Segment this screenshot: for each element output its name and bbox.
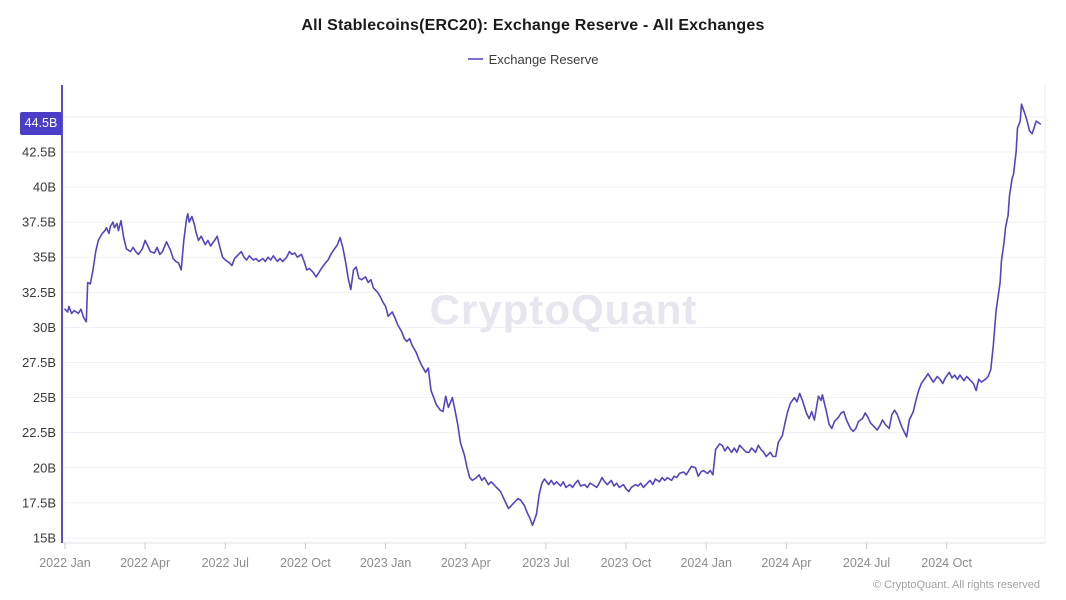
x-tick-label: 2024 Oct (921, 556, 972, 570)
x-tick-label: 2023 Apr (441, 556, 491, 570)
x-tick-label: 2024 Apr (761, 556, 811, 570)
y-tick-label: 15B (33, 530, 56, 545)
x-tick-label: 2022 Oct (280, 556, 331, 570)
legend-label: Exchange Reserve (488, 52, 599, 68)
y-tick-label: 20B (33, 460, 56, 475)
y-tick-label: 35B (33, 250, 56, 265)
x-tick-label: 2023 Jul (522, 556, 569, 570)
y-tick-label: 30B (33, 320, 56, 335)
y-tick-label: 32.5B (22, 285, 56, 300)
y-tick-label: 17.5B (22, 495, 56, 510)
y-tick-label: 22.5B (22, 425, 56, 440)
legend-line-icon (467, 57, 483, 60)
x-tick-label: 2024 Jan (680, 556, 731, 570)
legend-item-exchange-reserve[interactable]: Exchange Reserve (0, 51, 1066, 67)
y-tick-label: 37.5B (22, 215, 56, 230)
x-tick-label: 2023 Jan (360, 556, 411, 570)
chart-title: All Stablecoins(ERC20): Exchange Reserve… (301, 17, 765, 34)
x-tick-label: 2024 Jul (843, 556, 890, 570)
x-tick-label: 2023 Oct (601, 556, 652, 570)
series-line-exchange-reserve (64, 103, 1041, 527)
y-tick-label: 40B (33, 180, 56, 195)
x-tick-label: 2022 Jul (202, 556, 249, 570)
copyright-text: © CryptoQuant. All rights reserved (872, 579, 1040, 591)
x-tick-label: 2022 Jan (39, 556, 90, 570)
y-tick-label: 27.5B (22, 355, 56, 370)
y-tick-label: 42.5B (22, 144, 56, 159)
watermark-text: CryptoQuant (430, 286, 698, 333)
y-tick-label: 25B (33, 390, 56, 405)
x-tick-label: 2022 Apr (120, 556, 170, 570)
last-value-badge: 44.5B (20, 112, 62, 136)
